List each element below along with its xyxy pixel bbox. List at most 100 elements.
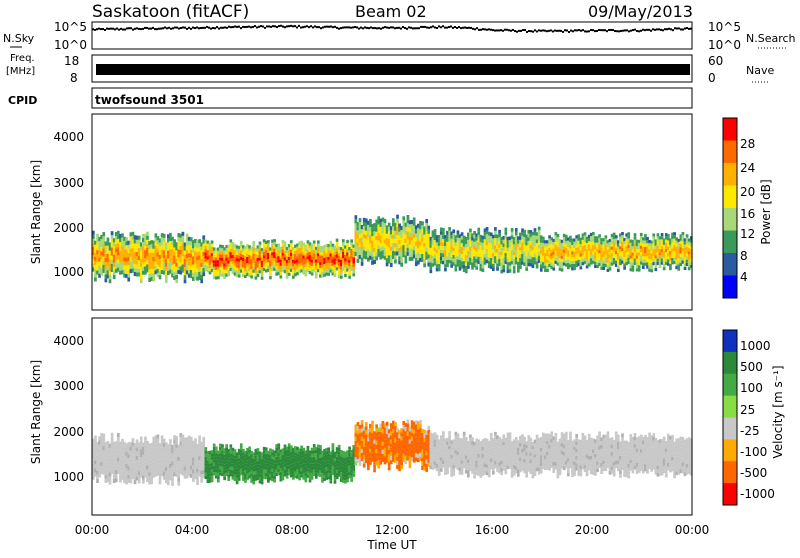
noise-point	[174, 27, 176, 29]
echo-cell	[305, 479, 308, 482]
noise-point	[644, 29, 646, 31]
noise-point	[134, 28, 136, 30]
echo-cell	[286, 475, 289, 478]
echo-cell	[419, 424, 422, 428]
echo-cell	[211, 240, 214, 243]
noise-point	[230, 26, 232, 28]
echo-cell	[652, 233, 655, 236]
echo-cell	[359, 218, 362, 222]
echo-cell	[427, 226, 430, 230]
noise-point	[424, 26, 426, 28]
echo-cell	[465, 270, 468, 274]
noise-point	[140, 28, 142, 30]
noise-point	[356, 26, 358, 28]
power-cb-tick-28: 28	[740, 137, 755, 151]
noise-point	[616, 30, 618, 32]
noise-point	[248, 26, 250, 28]
noise-point	[178, 27, 180, 29]
echo-cell	[175, 279, 178, 283]
noise-point	[302, 26, 304, 28]
echo-cell	[223, 477, 226, 480]
noise-point	[352, 26, 354, 28]
echo-cell	[182, 232, 185, 236]
echo-cell	[577, 234, 580, 237]
noise-point	[542, 29, 544, 31]
echo-cell	[238, 478, 241, 481]
echo-cell	[273, 476, 276, 479]
echo-cell	[448, 431, 451, 435]
echo-cell	[130, 479, 133, 483]
echo-cell	[517, 269, 520, 273]
noise-point	[394, 27, 396, 29]
echo-cell	[442, 431, 445, 435]
echo-cell	[217, 276, 220, 279]
cpid-panel: CPID twofsound 3501	[8, 88, 692, 108]
noise-point	[580, 30, 582, 32]
noise-point	[642, 29, 644, 31]
echo-cell	[421, 221, 424, 225]
echo-cell	[248, 447, 251, 450]
noise-point	[176, 27, 178, 29]
echo-cell	[240, 443, 243, 446]
colorbar-swatch	[723, 253, 737, 276]
echo-cell	[169, 233, 172, 237]
noise-point	[100, 28, 102, 30]
echo-cell	[184, 279, 187, 283]
noise-point	[508, 29, 510, 31]
noise-point	[674, 27, 676, 29]
noise-point	[346, 26, 348, 28]
noise-point	[202, 27, 204, 29]
noise-point	[262, 26, 264, 28]
noise-point	[306, 25, 308, 27]
echo-cell	[163, 234, 166, 238]
echo-cell	[461, 232, 464, 236]
echo-cell	[659, 265, 662, 268]
echo-cell	[580, 266, 583, 269]
echo-cell	[496, 267, 499, 271]
echo-cell	[673, 232, 676, 235]
noise-point	[332, 26, 334, 28]
noise-point	[118, 29, 120, 31]
noise-point	[310, 25, 312, 27]
noise-point	[226, 27, 228, 29]
echo-cell	[352, 467, 355, 470]
noise-point	[238, 26, 240, 28]
echo-cell	[538, 230, 541, 234]
noise-point	[250, 26, 252, 28]
echo-cell	[107, 238, 110, 242]
noise-point	[156, 28, 158, 30]
noise-point	[374, 27, 376, 29]
echo-cell	[252, 244, 255, 247]
echo-cell	[159, 275, 162, 279]
noise-point	[406, 28, 408, 30]
echo-cell	[609, 267, 612, 270]
noise-point	[420, 26, 422, 28]
echo-cell	[102, 232, 105, 236]
noise-point	[294, 25, 296, 27]
noise-point	[264, 27, 266, 29]
freq-trace	[96, 64, 690, 75]
echo-cell	[105, 278, 108, 282]
noise-point	[684, 27, 686, 29]
noise-point	[220, 27, 222, 29]
noise-point	[418, 27, 420, 29]
echo-cell	[102, 438, 105, 442]
noise-point	[466, 27, 468, 29]
echo-cell	[425, 468, 428, 472]
noise-point	[122, 28, 124, 30]
echo-cell	[211, 476, 214, 479]
echo-cell	[265, 447, 268, 450]
noise-point	[336, 27, 338, 29]
noise-point	[660, 29, 662, 31]
echo-cell	[623, 267, 626, 270]
echo-cell	[313, 444, 316, 447]
echo-cell	[159, 480, 162, 484]
power-ytick-2000: 2000	[53, 221, 84, 235]
echo-cell	[290, 243, 293, 246]
echo-cell	[269, 276, 272, 279]
noise-point	[578, 29, 580, 31]
noise-point	[214, 27, 216, 29]
noise-point	[282, 26, 284, 28]
echo-cell	[400, 263, 403, 267]
echo-cell	[384, 219, 387, 223]
